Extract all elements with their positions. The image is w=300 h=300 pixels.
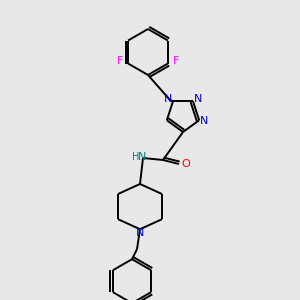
Text: H: H bbox=[132, 152, 140, 162]
Text: N: N bbox=[200, 116, 208, 126]
Text: N: N bbox=[136, 228, 144, 238]
Text: F: F bbox=[117, 56, 123, 67]
Text: N: N bbox=[194, 94, 202, 104]
Text: F: F bbox=[173, 56, 179, 67]
Text: N: N bbox=[138, 152, 146, 162]
Text: O: O bbox=[182, 159, 190, 169]
Text: N: N bbox=[164, 94, 172, 104]
